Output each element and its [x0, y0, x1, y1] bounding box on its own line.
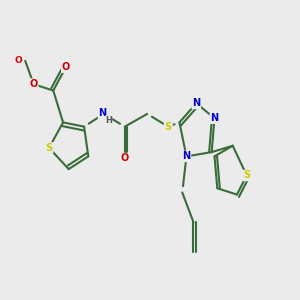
Text: S: S: [46, 143, 52, 153]
Text: O: O: [121, 154, 129, 164]
Text: O: O: [29, 79, 38, 89]
Text: N: N: [210, 113, 219, 123]
Text: S: S: [165, 122, 172, 132]
Text: S: S: [243, 170, 250, 181]
Text: O: O: [14, 56, 22, 65]
Text: O: O: [62, 62, 70, 72]
Text: N: N: [182, 152, 190, 161]
Text: H: H: [105, 116, 112, 125]
Text: N: N: [98, 109, 106, 118]
Text: N: N: [192, 98, 200, 108]
